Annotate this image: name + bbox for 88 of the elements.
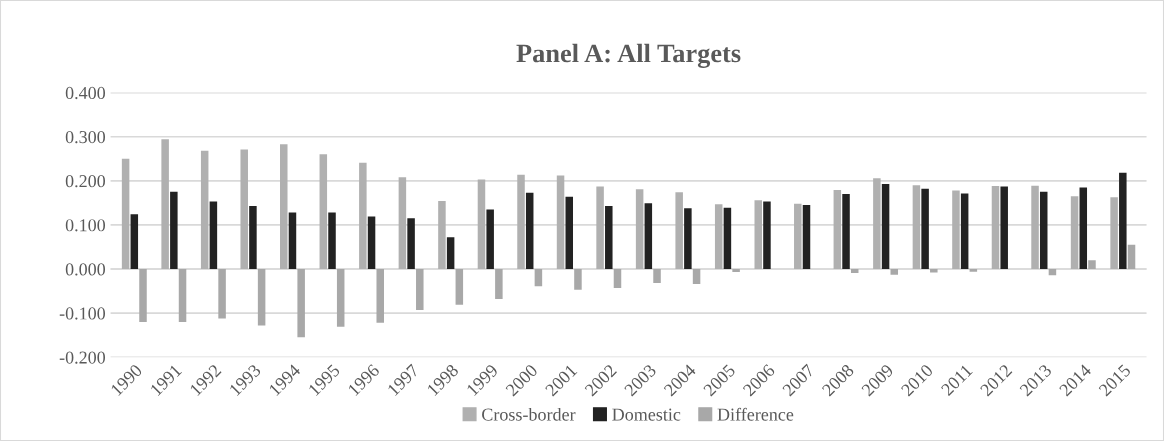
bar — [218, 269, 226, 319]
bar — [794, 203, 802, 270]
bar — [692, 269, 701, 284]
y-tick-label: 0.100 — [65, 219, 106, 232]
bar — [1110, 197, 1118, 270]
bar — [596, 186, 604, 270]
bar — [1127, 244, 1136, 270]
bar — [574, 269, 582, 290]
bar — [477, 179, 486, 270]
bar — [297, 269, 305, 338]
bar — [723, 207, 732, 270]
bar — [416, 269, 424, 311]
bar — [200, 150, 209, 270]
bar — [121, 158, 130, 270]
chart-title: Panel A: All Targets — [516, 43, 741, 68]
y-tick-label: -0.100 — [59, 307, 106, 320]
y-tick-label: 0.000 — [65, 263, 106, 276]
bar — [495, 269, 503, 299]
bar — [635, 189, 644, 270]
bar — [209, 201, 218, 270]
bar — [802, 205, 811, 270]
bar — [280, 144, 288, 270]
bar — [161, 139, 169, 270]
bar — [881, 183, 890, 270]
bar — [684, 208, 692, 270]
x-tick-label: 1991 — [149, 363, 183, 397]
bar — [763, 201, 771, 270]
bar — [336, 269, 345, 327]
bar — [833, 190, 842, 270]
bar — [850, 269, 859, 273]
bar — [952, 190, 960, 270]
bar — [890, 269, 899, 275]
bar — [367, 216, 376, 270]
bar — [565, 196, 574, 270]
y-tick-label: -0.200 — [59, 351, 106, 364]
bar — [842, 194, 850, 270]
bar — [653, 269, 661, 284]
bar — [446, 237, 455, 270]
bar — [178, 269, 187, 322]
legend-label: Difference — [717, 407, 794, 421]
bar — [130, 214, 139, 270]
bar — [525, 192, 534, 270]
bar — [556, 175, 565, 270]
bar — [1119, 172, 1127, 270]
bar — [486, 209, 494, 270]
bar — [249, 205, 257, 270]
bar — [455, 269, 464, 305]
bar — [644, 203, 653, 270]
bar — [534, 269, 543, 287]
bar — [170, 191, 178, 270]
y-tick-label: 0.300 — [65, 130, 106, 144]
bar — [1088, 260, 1096, 270]
bar — [1048, 269, 1057, 276]
bar — [438, 201, 446, 270]
bar — [930, 269, 938, 273]
bar — [517, 174, 525, 270]
y-tick-label: 0.400 — [65, 86, 106, 100]
bar — [991, 186, 1000, 270]
bar — [613, 269, 622, 288]
bar — [969, 269, 978, 272]
x-tick-label: 2011 — [940, 363, 973, 397]
bar — [376, 269, 384, 323]
bar — [714, 204, 723, 270]
bar — [240, 149, 248, 270]
bar — [139, 269, 147, 322]
bar — [605, 205, 613, 270]
bar — [407, 218, 415, 270]
bar — [328, 212, 336, 270]
bar — [1039, 191, 1048, 270]
bar — [1031, 185, 1039, 270]
bar — [319, 154, 328, 270]
bar — [288, 212, 297, 270]
bar — [754, 200, 763, 270]
legend-label: Cross-border — [482, 407, 576, 421]
bar — [1070, 196, 1079, 270]
bar — [257, 269, 266, 326]
bar — [675, 192, 683, 270]
bar — [873, 178, 881, 270]
legend-label: Domestic — [612, 408, 681, 421]
bar — [732, 269, 740, 273]
bar — [912, 185, 921, 270]
bar — [960, 193, 969, 270]
y-tick-label: 0.200 — [65, 175, 106, 188]
bar — [398, 177, 407, 270]
bar — [921, 188, 929, 270]
bar — [1000, 186, 1008, 270]
bar — [1079, 187, 1088, 270]
bar — [359, 162, 367, 270]
